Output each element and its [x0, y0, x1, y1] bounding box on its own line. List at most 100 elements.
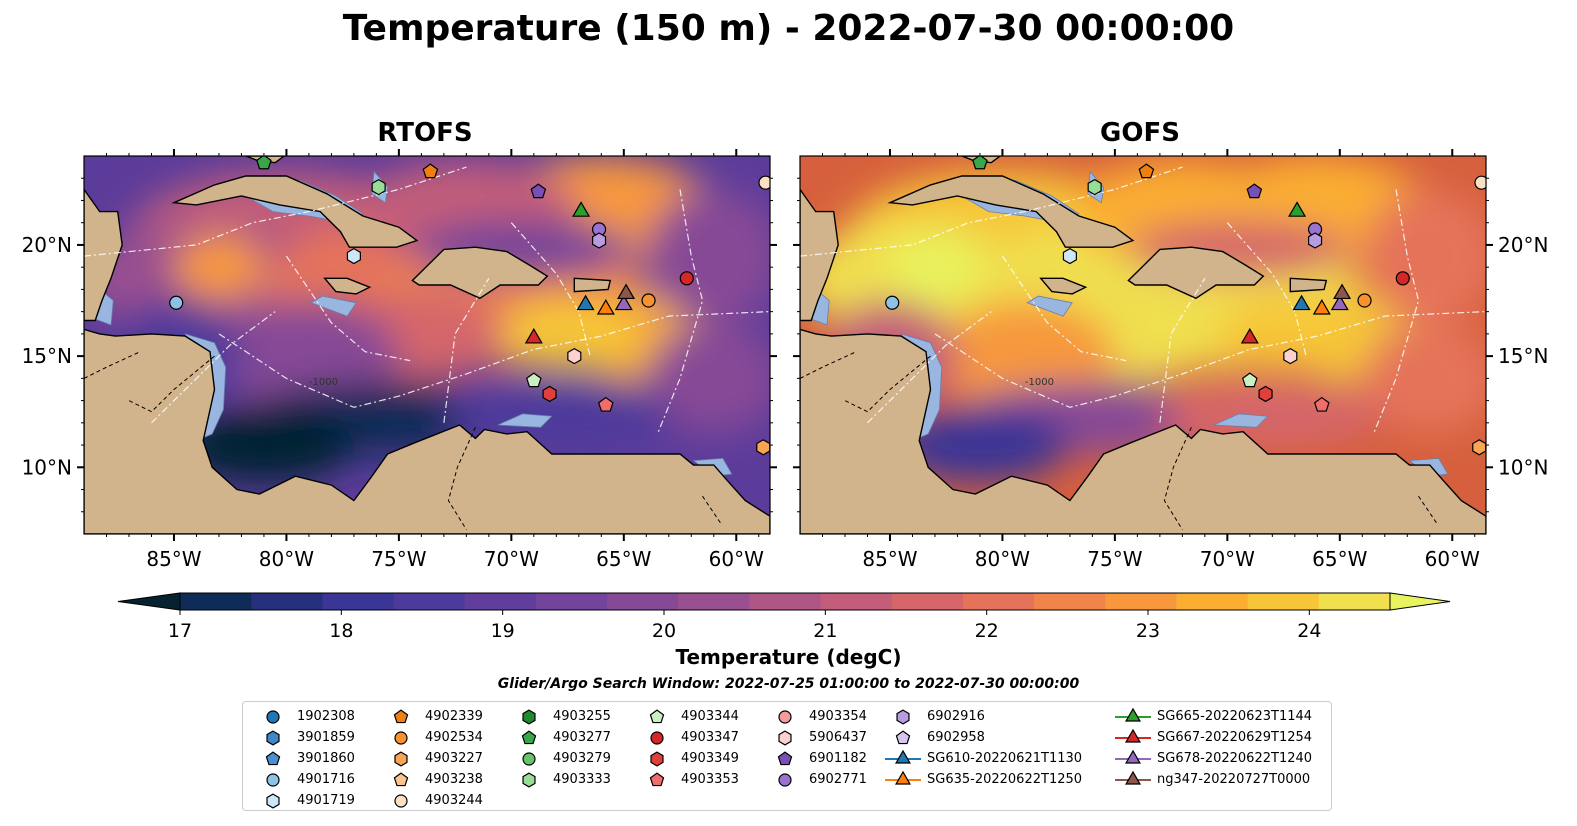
legend-marker: [393, 772, 409, 787]
platform-marker-sg678-20220622t1240: [1330, 294, 1349, 311]
land-mass: [887, 175, 1135, 248]
legend-symbol-circle: [650, 731, 664, 745]
country-border: [1163, 427, 1192, 530]
legend-label: 4903279: [553, 751, 611, 766]
legend-symbol-pentagon: [895, 730, 911, 745]
platform-marker-4901716: [169, 295, 184, 310]
land-mass: [84, 328, 770, 534]
platform-marker-5906437: [1283, 347, 1298, 365]
platform-marker-sg667-20220629t1254: [1240, 327, 1259, 344]
legend-label: 4903244: [425, 793, 483, 808]
platform-marker-4903353: [1313, 396, 1330, 412]
eez-boundary: [800, 166, 1183, 257]
legend-label: 4903354: [809, 709, 867, 724]
legend-label: 3901859: [297, 730, 355, 745]
legend-marker: [778, 730, 792, 746]
figure-title: Temperature (150 m) - 2022-07-30 00:00:0…: [342, 8, 1235, 49]
lon-tick-label: 85°W: [146, 547, 201, 571]
temperature-patch: [889, 407, 1070, 483]
legend-label: 4903277: [553, 730, 611, 745]
legend-symbol-pentagon: [265, 751, 281, 766]
legend-marker: [522, 752, 536, 766]
lon-tick-label: 75°W: [371, 547, 426, 571]
platform-marker-4903344: [1242, 372, 1258, 388]
temperature-patch: [889, 233, 980, 301]
legend-symbol-circle: [394, 794, 408, 808]
temperature-patch: [173, 407, 354, 483]
colorbar-swatch: [1105, 593, 1177, 610]
colorbar-swatch: [1247, 593, 1320, 610]
colorbar-swatch: [607, 593, 679, 610]
legend-symbol-hexagon: [778, 730, 792, 746]
legend-label: 5906437: [809, 730, 867, 745]
shallow-shelf: [1026, 295, 1073, 317]
platform-marker-4901719: [1062, 247, 1077, 265]
shallow-shelf: [1213, 413, 1269, 428]
legend-label: 3901860: [297, 751, 355, 766]
colorbar-swatch: [251, 593, 323, 610]
legend-label: 4903227: [425, 751, 483, 766]
legend-symbol-hexagon: [394, 751, 408, 767]
legend-symbol-circle: [778, 773, 792, 787]
platform-marker-sg610-20220621t1130: [576, 294, 595, 311]
platform-marker-6902916: [1307, 232, 1323, 249]
platform-marker-sg635-20220622t1250: [596, 299, 615, 315]
colorbar-tick-label: 19: [491, 620, 515, 642]
lon-tick-label: 60°W: [709, 547, 764, 571]
temperature-patch: [1216, 298, 1352, 370]
temperature-patch: [443, 380, 669, 448]
legend-symbol-hexagon: [266, 730, 280, 746]
colorbar-tick-label: 22: [975, 620, 999, 642]
colorbar: 17 18 19 20 21 22 23 24: [117, 592, 1451, 642]
legend-marker: [521, 730, 537, 745]
eez-boundary: [510, 222, 591, 357]
legend-marker: [650, 731, 664, 745]
land-mass: [411, 246, 549, 300]
legend-label: 4902534: [425, 730, 483, 745]
map-frame: [799, 155, 1487, 535]
land-mass: [323, 277, 372, 295]
eez-boundary: [867, 311, 992, 424]
legend-marker: [266, 773, 280, 787]
eez-boundary: [218, 311, 770, 408]
legend-marker: [1115, 749, 1151, 764]
legend-label: 6901182: [809, 751, 867, 766]
search-window-note: Glider/Argo Search Window: 2022-07-25 01…: [497, 676, 1080, 692]
lat-tick-label: 15°N: [1498, 344, 1548, 368]
map-frame: [83, 155, 771, 535]
lon-tick-label: 70°W: [1200, 547, 1255, 571]
colorbar-swatch: [1034, 593, 1106, 610]
legend-label: 4903349: [681, 751, 739, 766]
colorbar-swatch: [1176, 593, 1249, 610]
platform-marker-5906437: [567, 347, 582, 365]
platform-marker-4903349: [542, 385, 557, 403]
platform-marker-4903244: [758, 175, 770, 190]
legend-marker: [650, 751, 664, 767]
shallow-shelf: [310, 295, 357, 317]
legend-label: 4901719: [297, 793, 355, 808]
legend-symbol-circle: [266, 710, 280, 724]
colorbar-frame: [179, 592, 1391, 611]
legend-label: ng347-20220727T0000: [1157, 772, 1311, 787]
legend-symbol-circle: [266, 773, 280, 787]
legend-marker: [394, 794, 408, 808]
land-mass: [1039, 277, 1088, 295]
legend-label: 4903347: [681, 730, 739, 745]
colorbar-swatch: [820, 593, 893, 610]
legend-marker: [649, 772, 665, 787]
colorbar-swatch: [464, 593, 537, 610]
temperature-patch: [1362, 189, 1486, 323]
legend-label: SG635-20220622T1250: [927, 772, 1083, 787]
legend-label: 1902308: [297, 709, 355, 724]
legend-label: 4901716: [297, 772, 355, 787]
colorbar-swatch: [962, 593, 1035, 610]
land-mass: [1289, 277, 1328, 293]
platform-marker-6901182: [530, 183, 547, 199]
platform-marker-4903244: [1474, 175, 1486, 190]
land-mass: [1127, 246, 1265, 300]
colorbar-label: Temperature (degC): [675, 645, 902, 669]
isobath-label: -1000: [1025, 377, 1054, 388]
colorbar-swatch: [535, 593, 608, 610]
country-border: [84, 351, 141, 379]
panel-title-gofs: GOFS: [1100, 118, 1180, 148]
